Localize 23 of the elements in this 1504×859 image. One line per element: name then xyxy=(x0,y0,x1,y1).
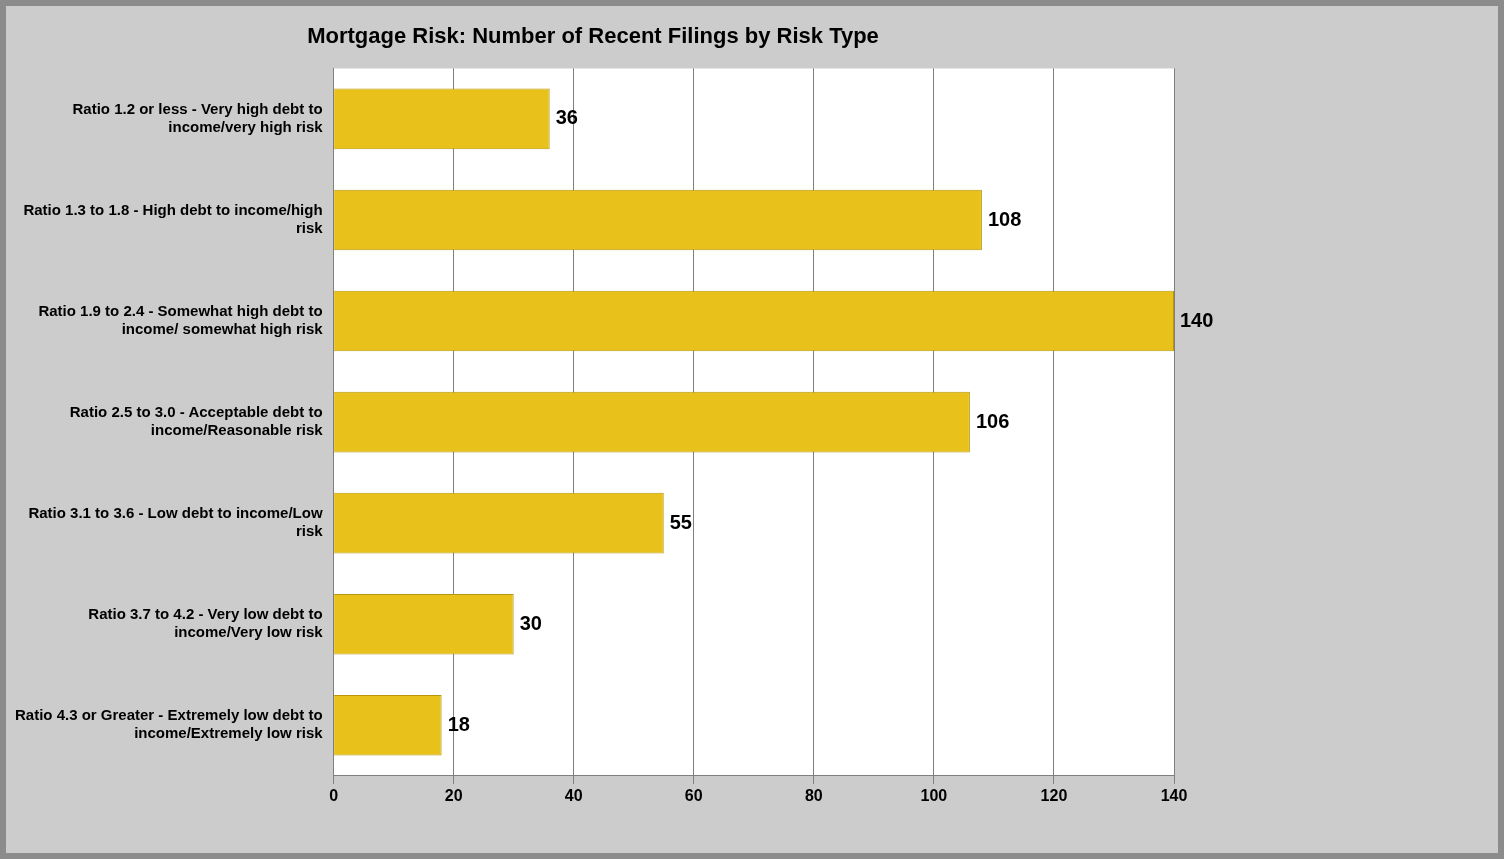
y-tick-label: Ratio 1.9 to 2.4 - Somewhat high debt to income/ somewhat high risk xyxy=(38,302,324,338)
y-tick-label: Ratio 1.3 to 1.8 - High debt to income/high risk xyxy=(23,201,324,237)
x-tick-label: 80 xyxy=(804,786,823,804)
y-tick-label: Ratio 3.7 to 4.2 - Very low debt to income/Very low risk xyxy=(88,605,324,641)
chart-title: Mortgage Risk: Number of Recent Filings by Risk Type xyxy=(307,23,879,49)
x-tick-label: 120 xyxy=(1040,786,1068,804)
data-label: 108 xyxy=(987,207,1022,230)
x-tick-label: 140 xyxy=(1160,786,1188,804)
data-label: 140 xyxy=(1180,308,1214,331)
y-tick-label: Ratio 4.3 or Greater - Extremely low debt to income/Extremely low risk xyxy=(14,706,324,742)
y-tick-label: Ratio 2.5 to 3.0 - Acceptable debt to income/Reasonable risk xyxy=(69,403,324,439)
x-tick-label: 60 xyxy=(684,786,703,804)
data-label: 18 xyxy=(447,712,470,735)
y-tick-label: Ratio 3.1 to 3.6 - Low debt to income/Low risk xyxy=(28,504,324,540)
x-tick-label: 0 xyxy=(329,786,339,804)
data-label: 55 xyxy=(669,510,692,533)
data-label: 30 xyxy=(519,611,542,634)
data-label: 36 xyxy=(555,106,578,129)
data-label: 106 xyxy=(975,409,1010,432)
x-tick-label: 20 xyxy=(444,786,463,804)
x-tick-label: 40 xyxy=(564,786,583,804)
x-tick-label: 100 xyxy=(920,786,948,804)
y-tick-label: Ratio 1.2 or less - Very high debt to income/very high risk xyxy=(72,100,324,136)
